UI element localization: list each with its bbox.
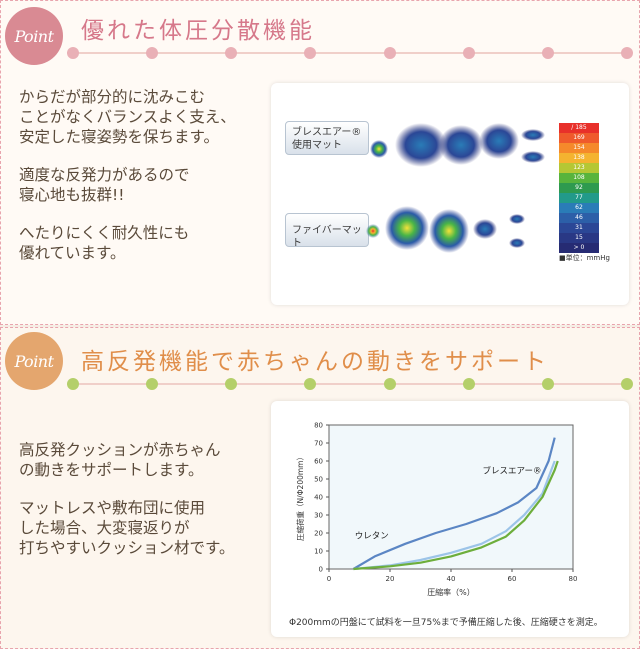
y-tick-label: 40 [314,494,323,502]
legend-cell: 123 [559,163,599,173]
section-heading: 優れた体圧分散機能 [81,18,315,44]
y-tick-label: 20 [314,530,323,538]
description-line: からだが部分的に沈みこむ [19,88,206,106]
x-axis-label: 圧縮率（%） [427,587,475,597]
dotted-divider [67,47,633,59]
divider-dot [621,378,633,390]
legend-cell: 15 [559,233,599,243]
legend-cell: 154 [559,143,599,153]
legend-cell: 138 [559,153,599,163]
legend-cell: 62 [559,203,599,213]
y-axis-label: 圧縮荷重（N/Φ200mm） [295,453,305,541]
divider-dot [541,47,554,59]
description-line: 安定した寝姿勢を保ちます。 [19,128,219,146]
section-description: 高反発クッションが赤ちゃん の動きをサポートします。 マットレスや敷布団に使用 した場… [19,440,234,576]
description-line: マットレスや敷布団に使用 [19,499,206,517]
section-heading: 高反発機能で赤ちゃんの動きをサポート [81,349,549,375]
divider-dot [304,378,317,390]
legend-cell: 108 [559,173,599,183]
y-tick-label: 80 [314,422,323,430]
description-line: の動きをサポートします。 [19,461,204,479]
x-tick-label: 0 [327,575,331,583]
description-line: へたりにくく耐久性にも [19,224,190,242]
x-tick-label: 40 [447,575,456,583]
legend-cell: 31 [559,223,599,233]
y-tick-label: 70 [314,440,323,448]
legend-unit-note: ■単位：mmHg [559,254,610,262]
x-tick-label: 80 [569,575,578,583]
compression-chart: 0 20 40 60 80 0 10 20 30 40 50 60 70 80 圧縮率（%） 圧縮荷重（N/Φ… [295,422,578,598]
y-tick-label: 0 [319,566,323,574]
divider-dot [383,378,396,390]
description-paragraph: 適度な反発力があるので 寝心地も抜群!! [19,165,236,205]
dotted-divider [67,378,633,390]
mat-label-fiber: ファイバーマット [285,213,369,249]
divider-dot [621,47,633,59]
description-line: 高反発クッションが赤ちゃん [19,441,221,459]
series-line-2 [353,460,559,571]
section-body-pressure: Point 優れた体圧分散機能 からだが部分的に沈みこむことがなくバランスよく支… [0,0,640,325]
legend-cell: 92 [559,183,599,193]
legend-cell: / 185 [559,123,599,133]
pressure-map-figure: ブレスエアー® 使用マット ファイバーマット [271,83,629,305]
divider-dot [304,47,317,59]
description-line: ことがなくバランスよく支え、 [19,108,236,126]
point-badge: Point [5,7,63,65]
chart-note: Φ200mmの円盤にて試料を一旦75%まで予備圧縮した後、圧縮硬さを測定。 [289,618,603,628]
pressure-map-image [366,123,545,253]
divider-dot [462,378,475,390]
divider-dot [383,47,396,59]
annotation-urethane: ウレタン [355,531,389,541]
divider-dot [225,47,238,59]
divider-dot [67,378,79,390]
description-paragraph: からだが部分的に沈みこむことがなくバランスよく支え、 安定した寝姿勢を保ちます。 [19,87,236,147]
legend-cell: 46 [559,213,599,223]
section-description: からだが部分的に沈みこむ ことがなくバランスよく支え、 安定した寝姿勢を保ちます。適… [19,87,236,281]
divider-dot [146,378,159,390]
description-line: 適度な反発力があるので [19,166,190,184]
divider-dot [225,378,238,390]
divider-dot [146,47,159,59]
series-line-0 [352,437,556,570]
legend-cell: > 0 [559,243,599,253]
series-line-1 [353,460,556,571]
plot-area [328,424,574,570]
y-tick-label: 10 [314,548,323,556]
point-badge: Point [5,332,63,390]
description-line: 優れています。 [19,244,126,262]
mat-label-breath-air: ブレスエアー® 使用マット [285,121,369,155]
description-paragraph: 高反発クッションが赤ちゃん の動きをサポートします。 [19,440,234,480]
x-tick-label: 60 [508,575,517,583]
legend-cell: 77 [559,193,599,203]
y-tick-label: 30 [314,512,323,520]
description-paragraph: へたりにくく耐久性にも 優れています。 [19,223,236,263]
description-line: 寝心地も抜群!! [19,186,125,204]
section-high-resilience: Point 高反発機能で赤ちゃんの動きをサポート 高反発クッションが赤ちゃん の動… [0,327,640,649]
x-tick-label: 20 [386,575,395,583]
y-tick-label: 60 [314,458,323,466]
divider-dot [541,378,554,390]
compression-chart-panel: 0 20 40 60 80 0 10 20 30 40 50 60 70 80 圧縮率（%） 圧縮荷重（N/Φ… [271,401,629,637]
point-badge-label: Point [14,26,54,46]
y-tick-label: 50 [314,476,323,484]
legend-cell: 169 [559,133,599,143]
point-badge-label: Point [14,351,54,371]
divider-dot [462,47,475,59]
divider-dot [67,47,79,59]
annotation-breath-air: ブレスエアー® [483,466,542,477]
description-paragraph: マットレスや敷布団に使用 した場合、大変寝返りが打ちやすいクッション材です。 [19,498,234,558]
description-line: した場合、大変寝返りが [19,519,190,537]
description-line: 打ちやすいクッション材です。 [19,539,235,557]
